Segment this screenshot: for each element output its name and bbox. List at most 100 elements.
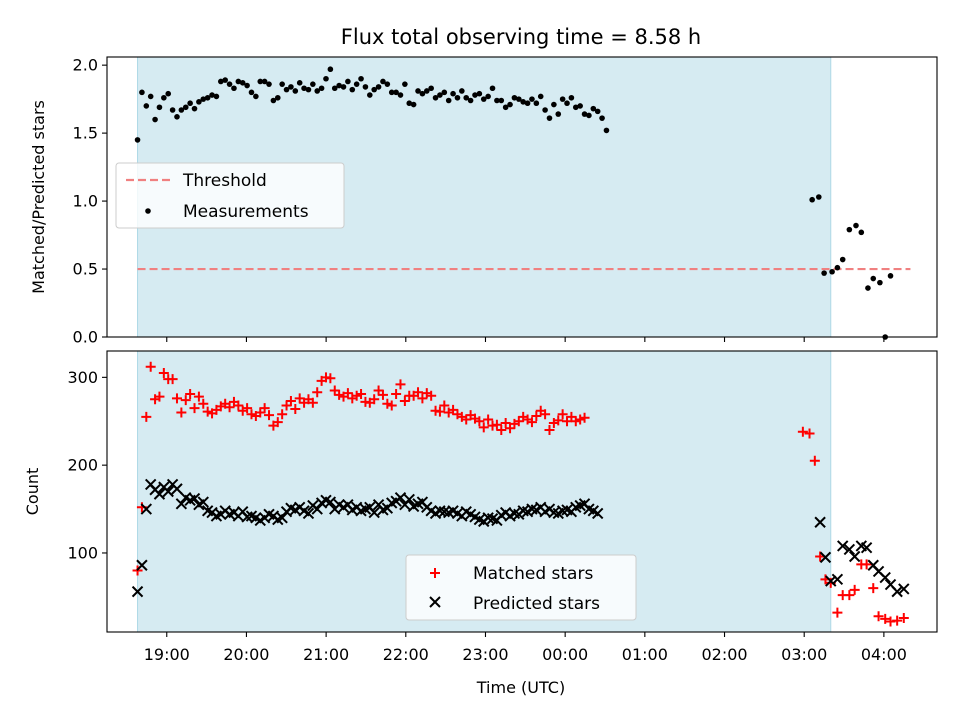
- x-tick-label: 00:00: [542, 645, 588, 664]
- measurement-point: [292, 88, 299, 94]
- measurement-point: [437, 92, 443, 98]
- matched-point: [272, 417, 283, 428]
- measurement-point: [502, 104, 509, 111]
- measurement-point: [196, 99, 202, 105]
- measurement-point: [139, 89, 145, 96]
- measurement-point: [156, 104, 163, 111]
- measurement-point: [423, 88, 430, 94]
- matched-point: [373, 385, 384, 396]
- bottom-panel: 100 200 300 19:00 20:00 21:00 22:00 23:00 00:00 0…: [23, 350, 938, 664]
- measurement-point: [345, 78, 351, 85]
- x-tick-label: 21:00: [303, 645, 349, 664]
- matched-point: [892, 615, 903, 626]
- matched-point: [399, 396, 410, 407]
- predicted-point: [302, 507, 315, 520]
- predicted-point: [162, 485, 174, 498]
- x-tick-label: 01:00: [622, 645, 668, 664]
- matched-point: [145, 361, 156, 372]
- predicted-point: [324, 496, 337, 508]
- matched-point: [566, 411, 577, 422]
- matched-point: [342, 388, 353, 399]
- matched-point: [386, 400, 397, 411]
- x-tick-label: 02:00: [701, 645, 747, 664]
- measurement-point: [555, 111, 562, 117]
- predicted-point: [591, 507, 604, 520]
- measurement-point: [454, 94, 461, 101]
- matched-point: [434, 406, 445, 417]
- matched-point: [185, 389, 196, 400]
- x-tick-label: 22:00: [383, 645, 429, 664]
- measurement-point: [161, 94, 167, 101]
- measurement-point: [887, 273, 894, 279]
- measurement-point: [213, 93, 220, 100]
- matched-point: [575, 414, 586, 425]
- measurement-point: [358, 75, 364, 82]
- matched-point: [167, 374, 178, 385]
- matched-point: [849, 584, 860, 595]
- matched-point: [377, 389, 388, 400]
- measurement-point: [397, 92, 404, 98]
- axes-frame: [106, 350, 938, 633]
- measurement-point: [524, 100, 531, 107]
- matched-point: [189, 403, 200, 414]
- matched-point: [158, 367, 169, 378]
- legend-predicted-swatch: [429, 596, 441, 608]
- measurement-point: [182, 104, 189, 111]
- measurement-point: [572, 104, 579, 111]
- matched-point: [873, 611, 884, 622]
- measurement-point: [380, 78, 386, 85]
- predicted-point: [175, 498, 188, 510]
- predicted-point: [197, 496, 209, 508]
- matched-point: [224, 402, 235, 413]
- measurement-point: [494, 97, 500, 104]
- measurement-point: [310, 81, 316, 87]
- predicted-point: [131, 585, 144, 598]
- matched-point: [176, 407, 187, 418]
- measurement-point: [239, 80, 246, 86]
- measurement-point: [178, 107, 185, 113]
- matched-point: [329, 385, 340, 396]
- measurement-point: [529, 96, 535, 102]
- predicted-point: [831, 573, 844, 586]
- series-matched-stars: [132, 361, 909, 627]
- matched-point: [264, 410, 275, 421]
- measurement-point: [489, 85, 496, 92]
- y-tick-label: 0.5: [73, 260, 98, 279]
- measurement-point: [283, 86, 290, 93]
- matched-point: [294, 393, 305, 404]
- legend-box: [405, 554, 637, 621]
- matched-point: [255, 407, 266, 418]
- measurement-point: [410, 101, 417, 108]
- measurement-point: [537, 93, 544, 100]
- predicted-point: [825, 575, 837, 587]
- measurement-point: [200, 96, 207, 102]
- measurement-point: [406, 100, 413, 107]
- y-tick-label: 300: [67, 368, 98, 387]
- measurement-point: [336, 82, 342, 89]
- legend-measurements-label: Measurements: [183, 202, 309, 222]
- measurement-point: [288, 84, 294, 90]
- measurement-point: [542, 107, 548, 113]
- measurement-point: [222, 77, 228, 83]
- measurement-point: [834, 264, 841, 271]
- predicted-point: [819, 551, 832, 564]
- legend: Threshold Measurements: [115, 162, 345, 229]
- y-tick-label: 0.0: [73, 328, 98, 347]
- measurement-point: [564, 100, 570, 107]
- x-tick-label: 03:00: [781, 645, 827, 664]
- measurement-point: [445, 97, 452, 104]
- measurement-point: [362, 84, 369, 90]
- measurement-point: [371, 86, 377, 93]
- predicted-point: [140, 503, 153, 515]
- matched-point: [861, 559, 872, 570]
- measurement-point: [511, 94, 518, 101]
- measurement-point: [244, 82, 250, 89]
- measurement-point: [231, 85, 237, 92]
- predicted-point: [171, 483, 183, 495]
- measurement-point: [134, 137, 141, 143]
- measurement-point: [450, 90, 456, 97]
- measurement-point: [279, 81, 285, 87]
- matched-point: [325, 373, 336, 384]
- matched-point: [413, 387, 424, 398]
